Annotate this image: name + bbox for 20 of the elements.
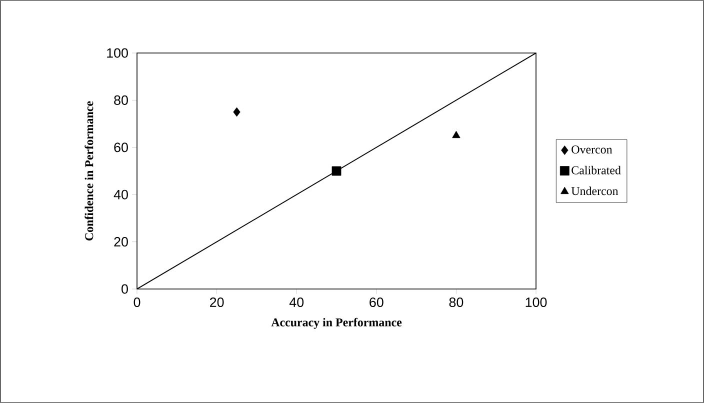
legend-label: Calibrated <box>572 166 621 174</box>
y-tick-label: 20 <box>114 237 128 247</box>
x-axis-title: Accuracy in Performance <box>271 318 402 329</box>
y-tick-label: 0 <box>122 284 128 294</box>
y-tick-label: 80 <box>114 95 128 105</box>
legend-label: Undercon <box>571 186 618 196</box>
legend-label: Overcon <box>572 146 612 154</box>
x-tick-label: 20 <box>210 298 224 308</box>
y-tick-label: 40 <box>114 190 128 200</box>
y-axis-title: Confidence in Performance <box>84 101 94 240</box>
x-tick-label: 80 <box>449 298 464 308</box>
point <box>452 130 460 138</box>
x-tick-label: 60 <box>370 298 384 308</box>
y-tick-label: 60 <box>114 142 128 152</box>
point <box>233 107 240 117</box>
x-tick-label: 100 <box>526 298 547 308</box>
x-tick-label: 0 <box>134 298 140 308</box>
point <box>332 166 342 176</box>
y-tick-label: 100 <box>107 48 128 58</box>
x-tick-label: 40 <box>289 298 304 308</box>
